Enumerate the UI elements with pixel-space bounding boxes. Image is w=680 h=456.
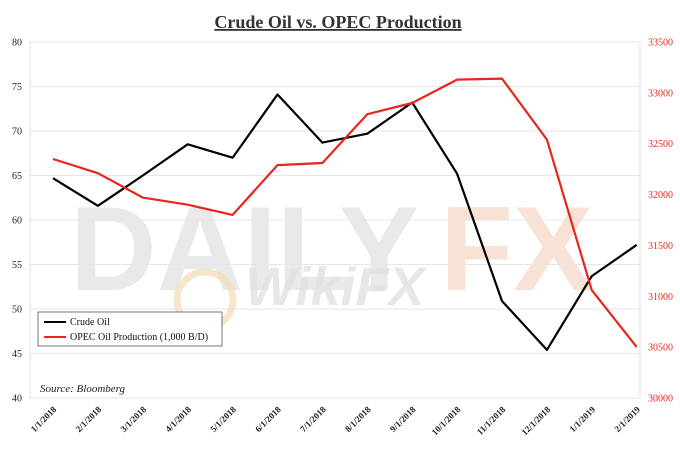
x-tick-label: 8/1/2018 (343, 404, 373, 434)
x-tick-label: 9/1/2018 (388, 404, 418, 434)
right-axis: 30000 30500 31000 31500 32000 32500 33000 33500 (648, 38, 673, 405)
right-tick-label: 30500 (648, 343, 673, 354)
left-tick-label: 80 (12, 38, 22, 49)
right-tick-label: 32500 (648, 139, 673, 150)
x-tick-label: 10/1/2018 (430, 404, 463, 437)
left-tick-label: 55 (12, 260, 22, 271)
right-tick-label: 31000 (648, 292, 673, 303)
legend: Crude Oil OPEC Oil Production (1,000 B/D… (37, 311, 223, 347)
svg-text:FX: FX (440, 182, 593, 316)
right-tick-label: 33500 (648, 38, 673, 49)
left-tick-label: 60 (12, 216, 22, 227)
legend-label-opec: OPEC Oil Production (1,000 B/D) (70, 332, 208, 343)
left-tick-label: 45 (12, 349, 22, 360)
left-tick-label: 70 (12, 127, 22, 138)
left-tick-label: 50 (12, 305, 22, 316)
right-tick-label: 30000 (648, 394, 673, 405)
left-tick-label: 75 (12, 82, 22, 93)
watermark: DAILY FX WikiFX (70, 182, 593, 332)
source-note: Source: Bloomberg (40, 383, 126, 395)
right-tick-label: 33000 (648, 88, 673, 99)
x-tick-label: 11/1/2018 (475, 404, 508, 437)
left-axis: 40 45 50 55 60 65 70 75 80 (12, 38, 22, 405)
x-tick-label: 3/1/2018 (119, 404, 149, 434)
right-tick-label: 32000 (648, 190, 673, 201)
x-tick-label: 12/1/2018 (519, 404, 552, 437)
gridlines (30, 41, 640, 399)
chart-title: Crude Oil vs. OPEC Production (214, 12, 461, 32)
x-tick-label: 1/1/2019 (568, 404, 598, 434)
x-axis: 1/1/2018 2/1/2018 3/1/2018 4/1/2018 5/1/2018… (29, 404, 643, 437)
svg-text:WikiFX: WikiFX (245, 257, 428, 317)
x-tick-label: 2/1/2018 (74, 404, 104, 434)
left-tick-label: 40 (12, 394, 22, 405)
right-tick-label: 31500 (648, 241, 673, 252)
x-tick-label: 2/1/2019 (612, 404, 642, 434)
legend-box (37, 311, 223, 347)
x-tick-label: 5/1/2018 (208, 404, 238, 434)
svg-text:DAILY: DAILY (70, 182, 419, 316)
x-tick-label: 7/1/2018 (298, 404, 328, 434)
x-tick-label: 6/1/2018 (253, 404, 283, 434)
x-tick-label: 4/1/2018 (163, 404, 193, 434)
legend-label-crude: Crude Oil (70, 317, 110, 328)
series-line-opec-production (52, 77, 638, 348)
series-lines (52, 77, 638, 351)
x-tick-label: 1/1/2018 (29, 404, 59, 434)
left-tick-label: 65 (12, 171, 22, 182)
